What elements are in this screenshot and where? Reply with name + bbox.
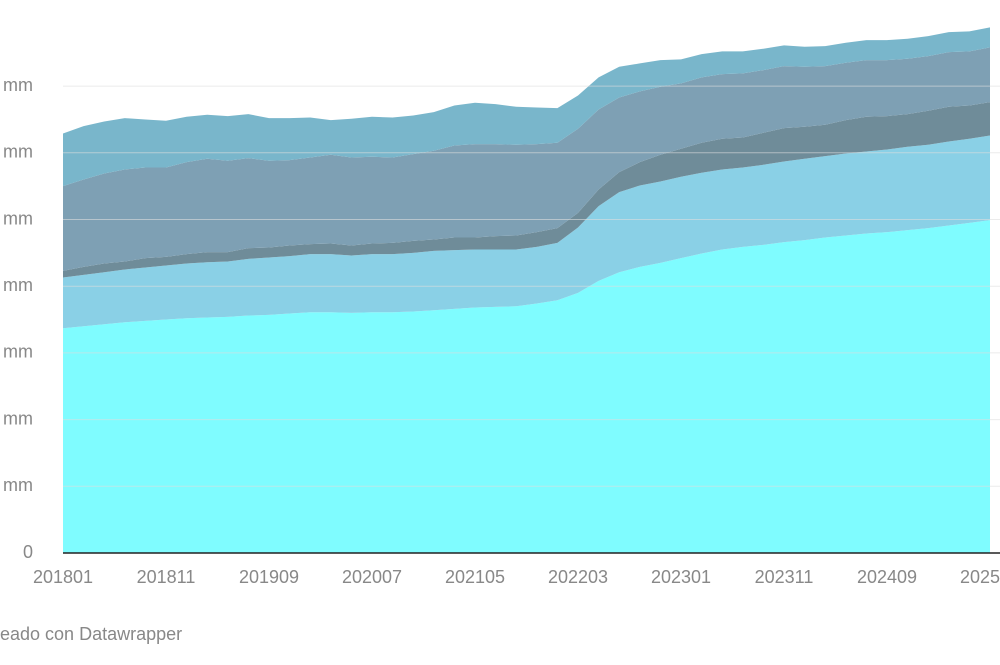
y-tick-label: mm xyxy=(3,408,33,428)
footer: eado con Datawrapper xyxy=(0,624,182,644)
x-tick-label: 202203 xyxy=(548,567,608,587)
area xyxy=(63,102,990,278)
x-tick-label: 2025 xyxy=(960,567,1000,587)
x-tick-label: 201909 xyxy=(239,567,299,587)
y-tick-label: mm xyxy=(3,142,33,162)
y-tick-label: 0 xyxy=(23,542,33,562)
x-tick-label: 202301 xyxy=(651,567,711,587)
x-tick-label: 202409 xyxy=(857,567,917,587)
x-tick-label: 202311 xyxy=(755,567,814,587)
y-tick-label: mm xyxy=(3,475,33,495)
x-tick-label: 201811 xyxy=(137,567,196,587)
y-tick-label: mm xyxy=(3,75,33,95)
y-tick-label: mm xyxy=(3,275,33,295)
area xyxy=(63,27,990,187)
area xyxy=(63,135,990,329)
y-tick-label: mm xyxy=(3,208,33,228)
x-tick-label: 202007 xyxy=(342,567,402,587)
area xyxy=(63,47,990,271)
y-tick-label: mm xyxy=(3,342,33,362)
x-tick-label: 202105 xyxy=(445,567,505,587)
x-tick-label: 201801 xyxy=(33,567,93,587)
area xyxy=(63,220,990,554)
